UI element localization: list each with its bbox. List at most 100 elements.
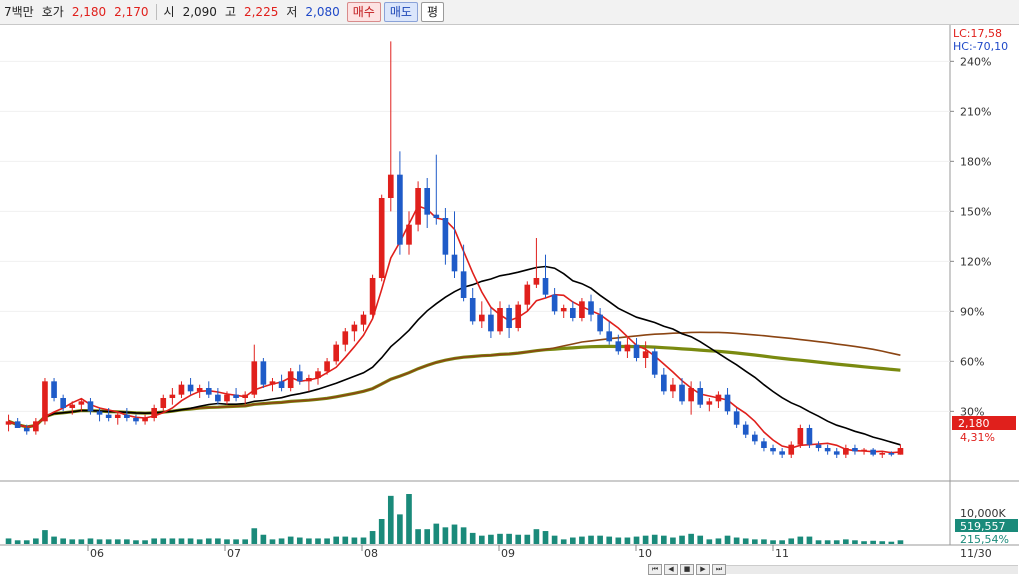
- volume-bar: [779, 540, 785, 544]
- volume-bar: [333, 536, 340, 544]
- volume-bar: [879, 541, 886, 544]
- candle-body: [296, 371, 303, 382]
- first-icon[interactable]: ⏮: [648, 564, 662, 575]
- candle-body: [761, 441, 767, 448]
- y-tick-label: 240%: [960, 55, 991, 68]
- volume-bar: [296, 537, 303, 544]
- volume-bar: [870, 540, 876, 544]
- y-tick-label: 60%: [960, 355, 984, 368]
- candle-body: [615, 341, 622, 352]
- candle-body: [60, 398, 66, 408]
- volume-bar: [387, 495, 394, 544]
- candle-body: [560, 308, 567, 312]
- candle-body: [169, 394, 176, 398]
- candle-body: [315, 371, 321, 378]
- candle-body: [788, 444, 795, 455]
- volume-bar: [105, 539, 112, 544]
- prev-icon[interactable]: ◀: [664, 564, 678, 575]
- volume-bar: [406, 494, 412, 544]
- volume-bar: [852, 540, 858, 544]
- volume-bar: [615, 537, 622, 544]
- volume-bar: [433, 523, 440, 544]
- volume-bar: [506, 533, 512, 544]
- candle-body: [779, 451, 785, 455]
- volume-bar: [169, 538, 176, 544]
- candle-body: [178, 384, 185, 395]
- volume-bar: [515, 534, 522, 544]
- volume-bar: [451, 524, 458, 544]
- volume-bar: [497, 533, 503, 544]
- candle-body: [815, 444, 822, 448]
- x-end-label: 11/30: [960, 547, 992, 560]
- volume-bar: [369, 531, 376, 544]
- volume-bar: [770, 540, 776, 544]
- chart-scrollbar[interactable]: [720, 565, 1018, 574]
- volume-label: 7백만: [4, 5, 34, 19]
- x-tick-label: 09: [501, 547, 515, 560]
- candle-body: [497, 308, 503, 332]
- y-tick-label: 30%: [960, 405, 984, 418]
- volume-bar: [205, 538, 212, 544]
- x-tick-label: 06: [90, 547, 104, 560]
- y-tick-label: 180%: [960, 155, 991, 168]
- volume-bar: [233, 539, 239, 544]
- volume-bar: [224, 539, 230, 544]
- candle-body: [96, 411, 103, 415]
- volume-bar: [815, 540, 822, 544]
- candle-body: [661, 374, 667, 392]
- volume-bar: [251, 528, 258, 544]
- volume-bar: [160, 538, 167, 544]
- candle-body: [69, 404, 76, 408]
- volume-bar: [606, 536, 613, 544]
- volume-pct: 215,54%: [960, 533, 1009, 546]
- volume-bar: [661, 535, 667, 544]
- candle-body: [333, 344, 340, 362]
- volume-bar: [588, 535, 594, 544]
- candle-body: [460, 271, 467, 298]
- eval-button[interactable]: 평: [420, 2, 444, 22]
- volume-bar: [178, 538, 185, 544]
- volume-bar: [569, 537, 576, 544]
- candle-body: [670, 384, 676, 392]
- volume-bar: [897, 540, 904, 544]
- y-tick-label: 150%: [960, 205, 991, 218]
- volume-bar: [342, 536, 349, 544]
- candle-body: [624, 344, 631, 352]
- candle-body: [606, 331, 613, 342]
- volume-tag: [955, 519, 1018, 532]
- candle-body: [369, 278, 376, 315]
- candle-body: [87, 401, 94, 412]
- volume-bar: [797, 536, 804, 544]
- candle-body: [224, 394, 230, 402]
- volume-bar: [597, 535, 603, 544]
- volume-bar: [651, 534, 658, 544]
- candle-body: [515, 304, 522, 328]
- candle-body: [142, 418, 148, 422]
- x-tick-label: 07: [227, 547, 241, 560]
- next-icon[interactable]: ▶: [696, 564, 710, 575]
- volume-bar: [324, 538, 330, 544]
- candle-body: [196, 388, 203, 392]
- volume-bar: [215, 538, 221, 544]
- candle-body: [278, 381, 285, 388]
- candle-body: [569, 308, 576, 318]
- volume-bar: [360, 537, 367, 544]
- candle-body: [114, 414, 121, 418]
- candle-body: [23, 428, 30, 432]
- candle-body: [42, 381, 48, 422]
- volume-bar: [633, 536, 640, 544]
- sell-button[interactable]: 매도: [383, 2, 418, 22]
- low-label: 저: [286, 5, 298, 19]
- candle-body: [706, 401, 713, 405]
- buy-button[interactable]: 매수: [346, 2, 381, 22]
- candle-body: [488, 314, 494, 332]
- volume-bar: [397, 514, 403, 544]
- open-price: 2,090: [182, 5, 217, 19]
- candle-body: [533, 278, 540, 285]
- last-icon[interactable]: ⏭: [712, 564, 726, 575]
- volume-bar: [142, 540, 148, 544]
- candle-body: [770, 448, 776, 452]
- stop-icon[interactable]: ■: [680, 564, 694, 575]
- price-tag: [952, 416, 1016, 430]
